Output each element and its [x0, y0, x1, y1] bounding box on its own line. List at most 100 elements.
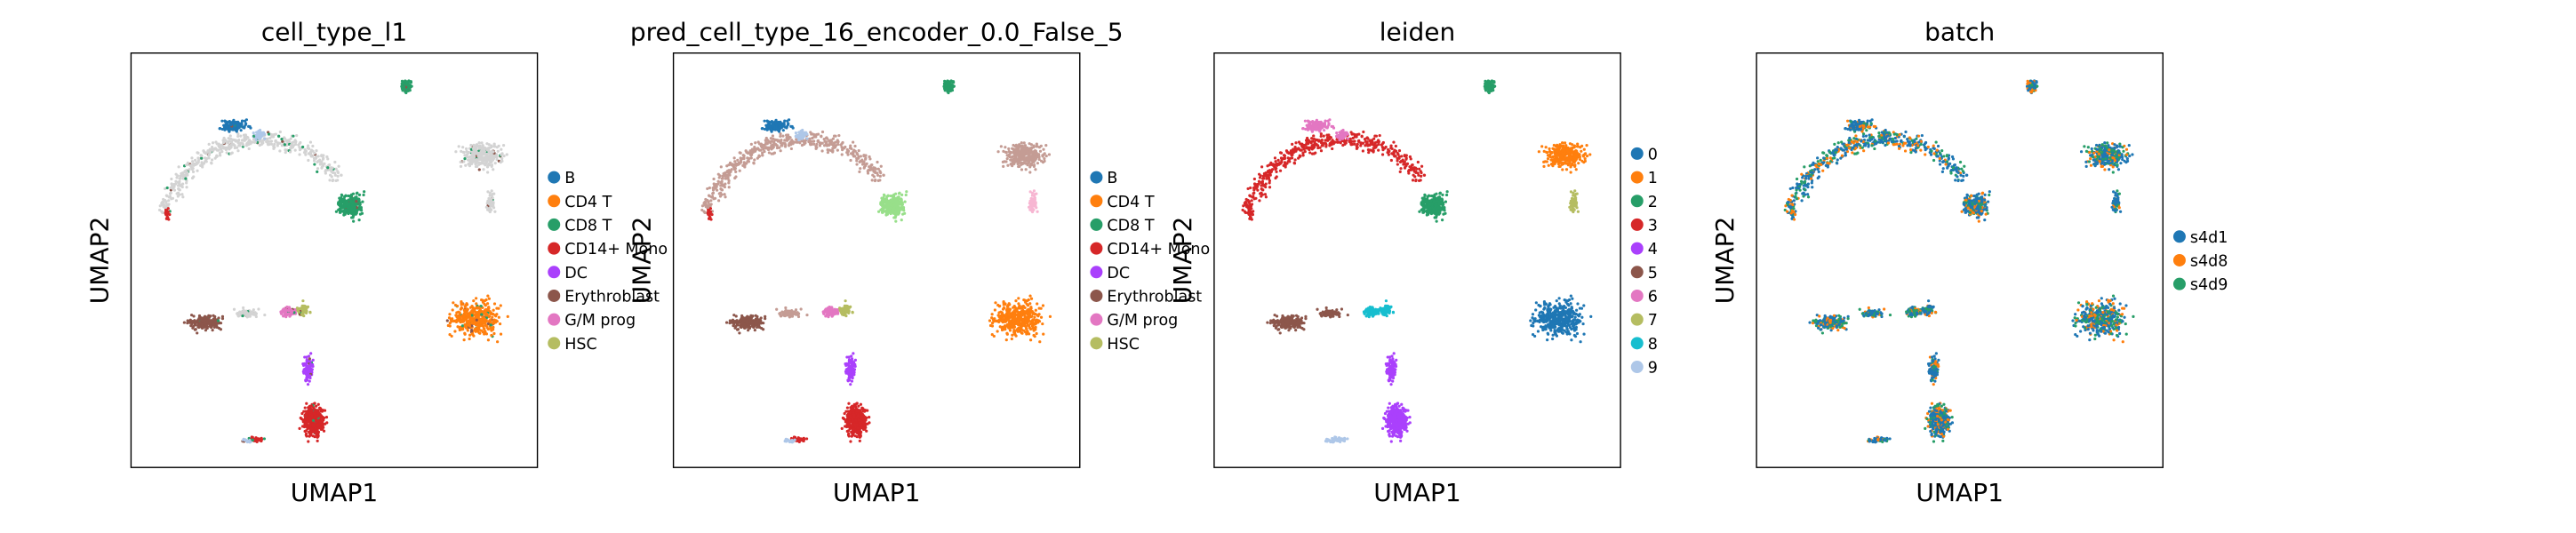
scatter-point: [1028, 302, 1032, 306]
scatter-point: [471, 155, 475, 159]
scatter-point: [170, 197, 173, 201]
scatter-point: [1005, 157, 1009, 161]
scatter-point: [1029, 199, 1034, 203]
scatter-point: [831, 150, 835, 154]
scatter-point: [498, 322, 502, 326]
scatter-point: [712, 177, 716, 181]
scatter-point: [242, 133, 246, 137]
scatter-point: [492, 168, 495, 171]
scatter-point: [280, 144, 284, 147]
scatter-point: [464, 311, 468, 314]
scatter-point: [468, 161, 473, 164]
scatter-point: [836, 142, 840, 147]
scatter-point: [316, 155, 320, 158]
scatter-point: [815, 132, 819, 137]
scatter-point: [301, 145, 305, 149]
scatter-point: [717, 176, 721, 179]
scatter-point: [218, 154, 222, 157]
scatter-point: [265, 139, 268, 144]
scatter-point: [333, 173, 337, 177]
scatter-point: [1030, 150, 1034, 154]
scatter-point: [1004, 146, 1007, 149]
scatter-point: [734, 314, 738, 318]
scatter-point: [1018, 164, 1021, 168]
scatter-point: [209, 324, 213, 328]
scatter-point: [752, 162, 756, 165]
chart-title: cell_type_l1: [261, 18, 407, 47]
scatter-point: [278, 130, 282, 134]
scatter-point: [892, 207, 895, 211]
scatter-point: [326, 166, 330, 170]
scatter-point: [726, 173, 730, 177]
legend-marker: [548, 337, 561, 350]
scatter-point: [480, 154, 484, 158]
scatter-point: [316, 167, 320, 171]
scatter-point: [221, 147, 226, 150]
scatter-point: [708, 207, 713, 211]
scatter-point: [1027, 205, 1031, 209]
scatter-point: [897, 199, 900, 203]
scatter-point: [313, 430, 316, 434]
scatter-point: [888, 211, 892, 214]
scatter-point: [448, 324, 452, 328]
scatter-point: [228, 147, 232, 150]
scatter-point: [463, 154, 467, 157]
scatter-point: [161, 201, 164, 204]
scatter-point: [759, 319, 763, 322]
scatter-point: [492, 206, 496, 210]
scatter-point: [313, 151, 316, 155]
scatter-point: [227, 137, 230, 140]
scatter-point: [480, 313, 484, 316]
scatter-point: [1028, 156, 1032, 160]
scatter-point: [476, 164, 479, 168]
scatter-point: [188, 168, 191, 171]
scatter-point: [1022, 146, 1026, 149]
scatter-point: [245, 135, 249, 139]
scatter-point: [309, 427, 313, 431]
scatter-point: [857, 149, 860, 153]
scatter-point: [720, 187, 724, 191]
scatter-point: [400, 79, 404, 83]
scatter-point: [472, 143, 476, 147]
scatter-point: [204, 156, 207, 160]
scatter-point: [488, 159, 492, 163]
scatter-point: [1024, 148, 1028, 152]
scatter-point: [252, 131, 255, 135]
scatter-point: [490, 189, 493, 193]
scatter-point: [844, 145, 847, 149]
scatter-point: [745, 319, 748, 322]
scatter-point: [305, 306, 309, 309]
scatter-point: [710, 212, 714, 217]
scatter-point: [829, 139, 833, 142]
scatter-point: [752, 324, 756, 328]
scatter-point: [774, 118, 778, 122]
scatter-point: [836, 148, 839, 152]
scatter-point: [724, 321, 729, 324]
scatter-point: [168, 192, 172, 195]
scatter-point: [316, 434, 320, 438]
scatter-point: [308, 418, 312, 421]
scatter-point: [453, 330, 457, 333]
scatter-point: [816, 139, 820, 143]
scatter-point: [1017, 318, 1021, 322]
scatter-point: [190, 167, 194, 171]
scatter-point: [358, 212, 363, 216]
scatter-point: [200, 156, 204, 160]
scatter-point: [283, 309, 286, 313]
scatter-point: [1020, 331, 1024, 335]
scatter-point: [174, 179, 178, 183]
scatter-point: [475, 162, 478, 165]
scatter-point: [826, 148, 829, 152]
scatter-point: [897, 195, 900, 199]
scatter-point: [475, 306, 479, 309]
scatter-point: [714, 187, 717, 190]
scatter-point: [449, 318, 453, 322]
scatter-point: [306, 144, 310, 147]
scatter-point: [761, 127, 764, 131]
scatter-point: [277, 134, 281, 138]
scatter-point: [736, 328, 740, 331]
scatter-point: [500, 157, 504, 161]
scatter-point: [1031, 318, 1035, 322]
scatter-point: [280, 138, 284, 141]
scatter-point: [1020, 168, 1024, 171]
